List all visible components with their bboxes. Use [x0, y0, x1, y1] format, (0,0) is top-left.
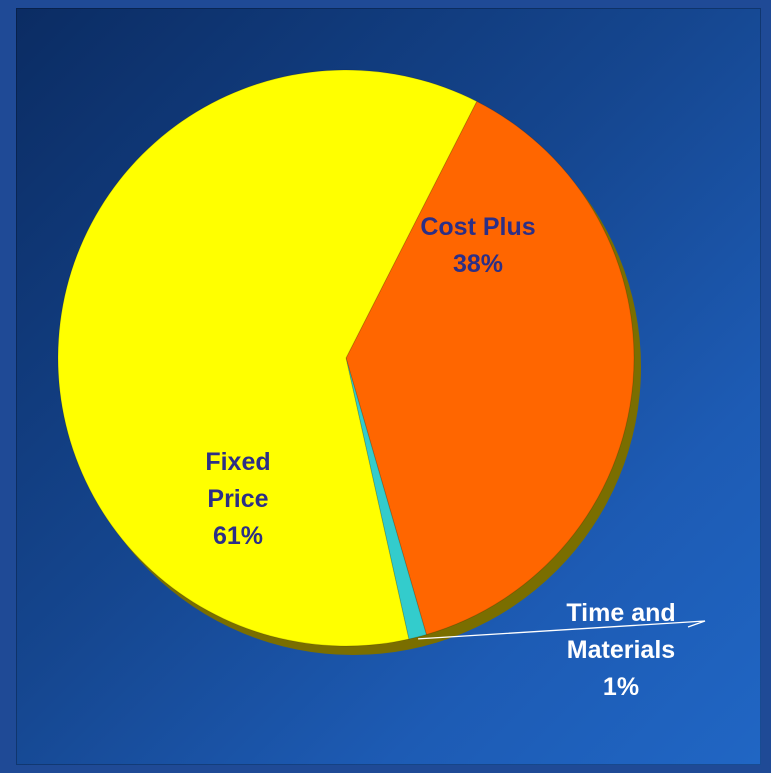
pie-label-text: Fixed: [205, 448, 270, 476]
pie-slice-time-and-materials: [345, 357, 427, 640]
pie-label-text: Materials: [567, 636, 675, 664]
leader-line-time-and-materials: [418, 620, 706, 640]
pie-label-text: Price: [207, 485, 268, 513]
pie-slice-cost-plus: [345, 100, 635, 636]
pie-label-text: Time and: [566, 599, 675, 627]
pie-label-percent: 61%: [213, 522, 263, 550]
pie-label-time-and-materials: Time and Materials 1%: [566, 599, 675, 701]
pie-label-cost-plus: Cost Plus 38%: [420, 213, 535, 278]
pie-label-fixed-price: Fixed Price 61%: [205, 448, 270, 550]
pie-slice-fixed-price: [57, 69, 478, 647]
pie-labels: Cost Plus 38% Time and Materials 1% Fixed Pric…: [205, 213, 706, 701]
pie-label-percent: 38%: [453, 250, 503, 278]
pie-slices: [57, 69, 635, 647]
pie-label-text: Cost Plus: [420, 213, 535, 241]
pie-label-percent: 1%: [603, 673, 639, 701]
